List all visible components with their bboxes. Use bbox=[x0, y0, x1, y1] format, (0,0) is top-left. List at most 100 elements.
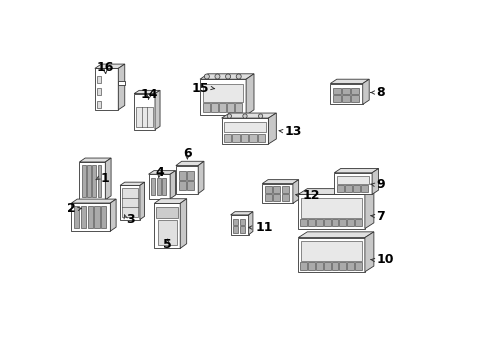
Polygon shape bbox=[120, 182, 145, 185]
Bar bbox=[157, 178, 161, 195]
Bar bbox=[265, 186, 272, 193]
Bar bbox=[88, 206, 93, 228]
Polygon shape bbox=[298, 194, 365, 229]
Polygon shape bbox=[363, 79, 369, 104]
Bar bbox=[224, 122, 266, 132]
Bar bbox=[92, 165, 96, 197]
Text: 4: 4 bbox=[155, 166, 164, 179]
Bar bbox=[351, 88, 359, 94]
Bar bbox=[97, 88, 101, 95]
Polygon shape bbox=[148, 171, 175, 174]
Polygon shape bbox=[95, 68, 118, 110]
Bar bbox=[300, 262, 307, 270]
Bar bbox=[337, 176, 369, 184]
Bar bbox=[241, 134, 248, 142]
Polygon shape bbox=[176, 161, 204, 166]
Bar bbox=[258, 134, 265, 142]
Bar bbox=[340, 262, 346, 270]
Bar bbox=[351, 95, 359, 102]
Text: 11: 11 bbox=[255, 221, 272, 234]
Bar bbox=[332, 262, 338, 270]
Bar bbox=[232, 134, 240, 142]
Polygon shape bbox=[79, 162, 105, 200]
Bar bbox=[156, 207, 178, 218]
Bar bbox=[101, 206, 106, 228]
Polygon shape bbox=[365, 232, 374, 272]
Bar bbox=[324, 219, 330, 226]
Circle shape bbox=[258, 114, 263, 118]
Polygon shape bbox=[105, 158, 111, 200]
Polygon shape bbox=[120, 185, 140, 220]
Polygon shape bbox=[110, 199, 116, 231]
Polygon shape bbox=[200, 79, 246, 115]
Polygon shape bbox=[248, 212, 253, 235]
Text: 8: 8 bbox=[376, 86, 385, 99]
Polygon shape bbox=[170, 171, 175, 199]
Bar bbox=[233, 219, 238, 225]
Text: 15: 15 bbox=[192, 82, 209, 95]
Bar bbox=[301, 241, 362, 261]
Circle shape bbox=[236, 74, 241, 79]
Polygon shape bbox=[79, 158, 111, 162]
Polygon shape bbox=[200, 74, 254, 79]
Circle shape bbox=[215, 74, 220, 79]
Bar bbox=[240, 226, 245, 233]
Bar bbox=[282, 186, 289, 193]
Polygon shape bbox=[155, 90, 160, 130]
Polygon shape bbox=[134, 90, 160, 94]
Bar bbox=[162, 178, 166, 195]
Polygon shape bbox=[148, 174, 170, 199]
Polygon shape bbox=[154, 199, 187, 203]
Bar bbox=[219, 103, 226, 112]
Bar bbox=[353, 185, 360, 192]
Bar bbox=[87, 165, 91, 197]
Bar bbox=[342, 95, 350, 102]
Bar bbox=[81, 206, 86, 228]
Bar bbox=[97, 76, 101, 83]
Bar bbox=[122, 188, 138, 217]
Circle shape bbox=[227, 114, 232, 118]
Bar bbox=[300, 219, 307, 226]
Circle shape bbox=[243, 114, 247, 118]
Bar bbox=[235, 103, 243, 112]
Bar bbox=[332, 219, 338, 226]
Text: 9: 9 bbox=[376, 178, 385, 191]
Bar bbox=[158, 220, 176, 245]
Polygon shape bbox=[176, 166, 198, 194]
Polygon shape bbox=[293, 180, 298, 203]
Polygon shape bbox=[118, 81, 125, 85]
Text: 10: 10 bbox=[376, 253, 394, 266]
Bar bbox=[316, 262, 323, 270]
Polygon shape bbox=[298, 189, 374, 194]
Polygon shape bbox=[269, 113, 276, 144]
Polygon shape bbox=[95, 64, 125, 68]
Polygon shape bbox=[298, 232, 374, 238]
Bar bbox=[151, 178, 155, 195]
Bar bbox=[355, 219, 362, 226]
Bar bbox=[333, 88, 341, 94]
Circle shape bbox=[225, 74, 231, 79]
Bar bbox=[187, 181, 194, 190]
Bar bbox=[316, 219, 323, 226]
Polygon shape bbox=[72, 203, 110, 231]
Polygon shape bbox=[334, 168, 379, 173]
Text: 6: 6 bbox=[183, 147, 192, 159]
Polygon shape bbox=[140, 182, 145, 220]
Bar bbox=[211, 103, 218, 112]
Text: 13: 13 bbox=[285, 125, 302, 138]
Polygon shape bbox=[180, 199, 187, 248]
Bar bbox=[179, 181, 186, 190]
Bar bbox=[342, 88, 350, 94]
Bar bbox=[224, 134, 231, 142]
Polygon shape bbox=[298, 238, 365, 272]
Bar bbox=[227, 103, 234, 112]
Bar bbox=[203, 84, 243, 102]
Polygon shape bbox=[365, 189, 374, 229]
Polygon shape bbox=[334, 173, 372, 194]
Bar bbox=[282, 194, 289, 201]
Bar bbox=[187, 171, 194, 180]
Polygon shape bbox=[231, 215, 248, 235]
Bar bbox=[308, 262, 315, 270]
Bar bbox=[355, 262, 362, 270]
Text: 3: 3 bbox=[126, 213, 135, 226]
